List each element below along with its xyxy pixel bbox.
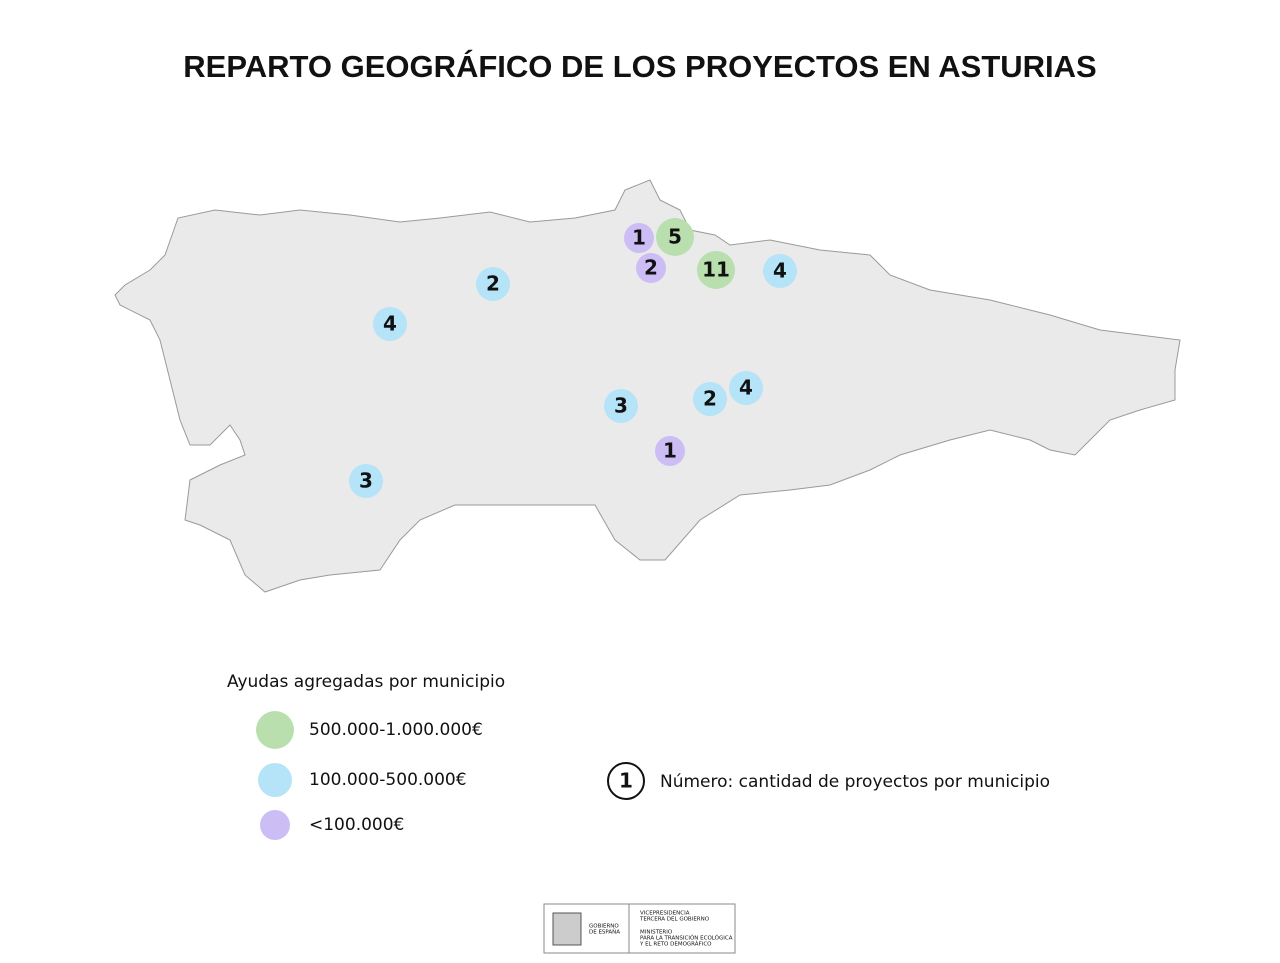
marker-count: 5 xyxy=(668,225,682,249)
marker-count: 1 xyxy=(632,226,646,250)
key-sample-circle xyxy=(607,762,645,800)
marker-count: 4 xyxy=(773,259,787,283)
footer-line: MINISTERIO xyxy=(640,930,673,936)
marker-count: 2 xyxy=(644,256,658,280)
key-text: Número: cantidad de proyectos por munici… xyxy=(660,772,1050,792)
footer-line: PARA LA TRANSICIÓN ECOLÓGICA xyxy=(640,935,733,942)
region-shape xyxy=(114,179,1181,593)
marker-count: 4 xyxy=(739,376,753,400)
marker xyxy=(373,307,407,341)
marker xyxy=(729,371,763,405)
footer-line: DE ESPAÑA xyxy=(589,929,620,936)
marker xyxy=(349,464,383,498)
marker-count: 2 xyxy=(703,387,717,411)
marker xyxy=(656,218,694,256)
footer-line: Y EL RETO DEMOGRÁFICO xyxy=(639,941,712,948)
footer-line: TERCERA DEL GOBIERNO xyxy=(639,917,710,923)
legend-title: Ayudas agregadas por municipio xyxy=(227,672,505,692)
legend-label: 100.000-500.000€ xyxy=(309,770,467,790)
marker xyxy=(763,254,797,288)
marker-count: 11 xyxy=(702,258,730,282)
legend-swatch xyxy=(258,763,292,797)
marker-count: 3 xyxy=(614,394,628,418)
map-title: REPARTO GEOGRÁFICO DE LOS PROYECTOS EN A… xyxy=(183,49,1096,84)
marker xyxy=(655,436,685,466)
marker xyxy=(624,223,654,253)
legend-swatch xyxy=(260,810,290,840)
marker xyxy=(476,267,510,301)
marker xyxy=(636,253,666,283)
legend-label: <100.000€ xyxy=(309,815,404,835)
legend: 500.000-1.000.000€ 100.000-500.000€ <100.0… xyxy=(256,711,483,840)
legend-label: 500.000-1.000.000€ xyxy=(309,720,483,740)
footer-logo xyxy=(543,903,736,954)
logo-emblem xyxy=(552,912,582,946)
marker xyxy=(697,251,735,289)
footer-line: GOBIERNO xyxy=(589,924,619,930)
legend-swatch xyxy=(256,711,294,749)
marker-count: 1 xyxy=(663,439,677,463)
marker-count: 3 xyxy=(359,469,373,493)
marker-count: 2 xyxy=(486,272,500,296)
footer-line: VICEPRESIDENCIA xyxy=(640,911,690,917)
key-sample: 1 xyxy=(619,769,633,793)
marker-count: 4 xyxy=(383,312,397,336)
marker xyxy=(604,389,638,423)
marker xyxy=(693,382,727,416)
